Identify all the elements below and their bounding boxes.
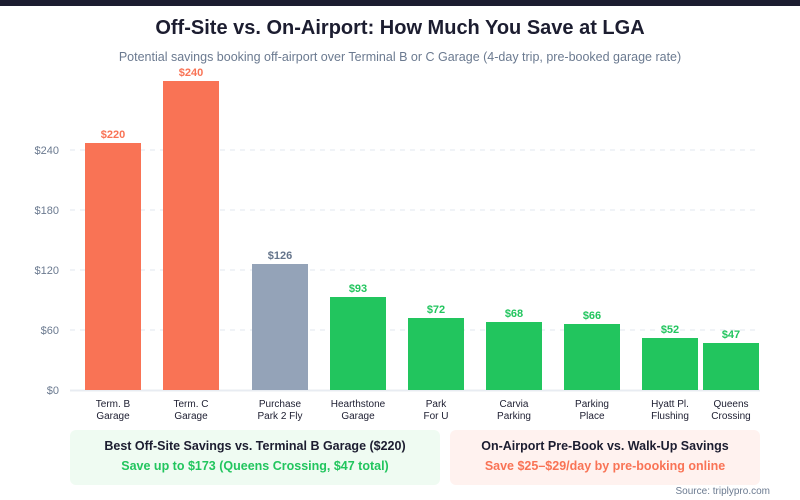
best-offsite-detail: Save up to $173 (Queens Crossing, $47 to…	[121, 459, 389, 473]
source-note: Source: triplypro.com	[675, 486, 770, 497]
x-tick-label: Purchase	[259, 399, 302, 410]
value-label: $47	[722, 329, 740, 341]
y-tick-label: $0	[47, 385, 59, 397]
bars	[85, 81, 759, 390]
value-label: $66	[583, 310, 601, 322]
bar	[642, 338, 698, 390]
x-tick-label: Parking	[497, 411, 531, 422]
chart-subtitle: Potential savings booking off-airport ov…	[118, 50, 682, 64]
x-tick-label: Flushing	[651, 411, 689, 422]
bar	[85, 143, 141, 390]
bar	[564, 324, 620, 390]
bar	[252, 264, 308, 390]
y-tick-label: $120	[35, 265, 59, 277]
value-labels: $220 $240 $126 $93 $72 $68 $66 $52 $47	[101, 67, 740, 341]
value-label: $93	[349, 283, 367, 295]
prebook-detail: Save $25–$29/day by pre-booking online	[484, 459, 726, 473]
x-tick-label: Garage	[341, 411, 375, 422]
x-tick-label: Queens	[713, 399, 748, 410]
x-tick-label: Crossing	[711, 411, 750, 422]
bar	[486, 322, 542, 390]
best-offsite-callout: Best Off-Site Savings vs. Terminal B Gar…	[70, 430, 440, 485]
value-label: $72	[427, 304, 445, 316]
x-tick-label: Hyatt Pl.	[651, 399, 689, 410]
best-offsite-heading: Best Off-Site Savings vs. Terminal B Gar…	[104, 439, 406, 453]
x-tick-label: Place	[579, 411, 604, 422]
value-label: $220	[101, 129, 125, 141]
value-label: $52	[661, 324, 679, 336]
x-tick-label: Carvia	[500, 399, 529, 410]
y-tick-label: $180	[35, 205, 59, 217]
bar	[163, 81, 219, 390]
value-label: $240	[179, 67, 203, 79]
bar-chart: $0$60$120$180$240 $220$240$126$93$72 $68 $…	[35, 67, 760, 422]
prebook-callout: On-Airport Pre-Book vs. Walk-Up Savings …	[450, 430, 760, 485]
y-tick-label: $60	[41, 325, 59, 337]
y-tick-label: $240	[35, 145, 59, 157]
y-axis-ticks: $0 $60 $120 $180 $240	[35, 145, 59, 397]
bar	[703, 343, 759, 390]
x-tick-label: Parking	[575, 399, 609, 410]
x-tick-label: Hearthstone	[331, 399, 386, 410]
x-tick-label: Term. B	[96, 399, 131, 410]
chart-title: Off-Site vs. On-Airport: How Much You Sa…	[155, 17, 645, 39]
x-tick-label: For U	[424, 411, 449, 422]
x-tick-label: Garage	[96, 411, 130, 422]
bar	[330, 297, 386, 390]
value-label: $126	[268, 250, 292, 262]
top-bar	[0, 0, 800, 6]
x-tick-label: Park	[426, 399, 448, 410]
x-tick-label: Term. C	[174, 399, 209, 410]
bar	[408, 318, 464, 390]
x-tick-label: Garage	[174, 411, 208, 422]
x-tick-label: Park 2 Fly	[257, 411, 302, 422]
prebook-heading: On-Airport Pre-Book vs. Walk-Up Savings	[481, 439, 729, 453]
value-label: $68	[505, 308, 523, 320]
